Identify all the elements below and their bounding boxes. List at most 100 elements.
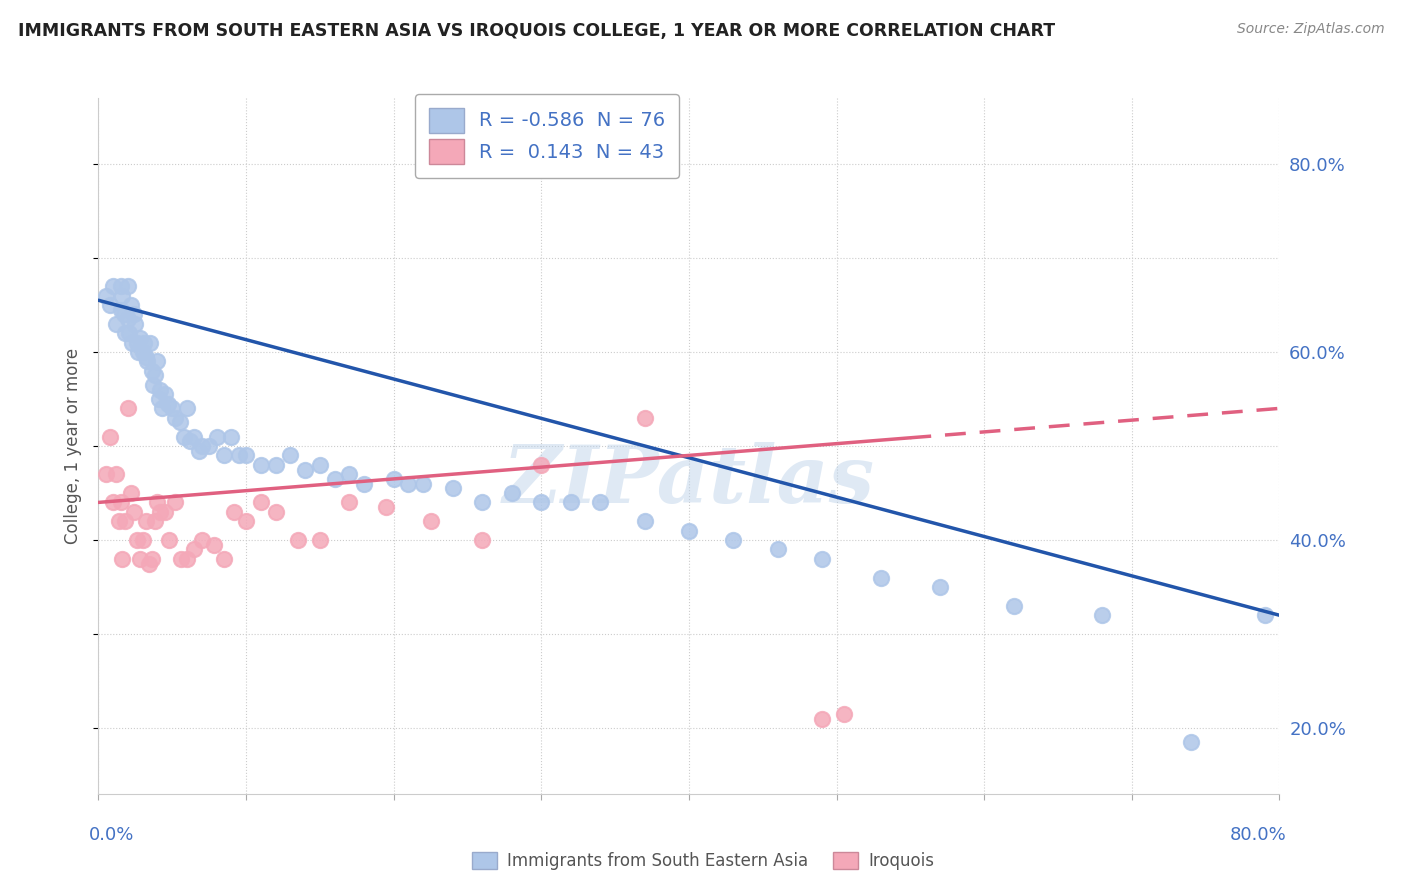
Point	[94, 288, 117, 302]
Point	[1180, 735, 1202, 749]
Point	[1254, 608, 1277, 623]
Point	[250, 458, 273, 472]
Point	[810, 712, 832, 726]
Point	[120, 486, 142, 500]
Point	[1002, 599, 1025, 613]
Text: 80.0%: 80.0%	[1230, 826, 1286, 844]
Point	[235, 514, 257, 528]
Point	[125, 533, 148, 547]
Point	[108, 514, 131, 528]
Point	[309, 533, 332, 547]
Point	[117, 312, 139, 326]
Text: 0.0%: 0.0%	[89, 826, 134, 844]
Point	[235, 449, 257, 463]
Legend: R = -0.586  N = 76, R =  0.143  N = 43: R = -0.586 N = 76, R = 0.143 N = 43	[415, 94, 679, 178]
Point	[138, 557, 160, 571]
Point	[139, 335, 162, 350]
Point	[191, 439, 214, 453]
Point	[122, 307, 145, 321]
Point	[560, 495, 582, 509]
Point	[170, 551, 193, 566]
Point	[117, 279, 139, 293]
Point	[118, 326, 141, 341]
Point	[135, 350, 157, 364]
Point	[212, 449, 235, 463]
Point	[1091, 608, 1114, 623]
Point	[441, 481, 464, 495]
Point	[94, 467, 117, 482]
Point	[382, 472, 405, 486]
Point	[810, 551, 832, 566]
Point	[412, 476, 434, 491]
Point	[287, 533, 309, 547]
Point	[153, 505, 176, 519]
Point	[323, 472, 346, 486]
Point	[176, 551, 198, 566]
Point	[105, 467, 128, 482]
Point	[110, 279, 132, 293]
Point	[589, 495, 612, 509]
Point	[173, 429, 195, 443]
Point	[179, 434, 201, 449]
Text: ZIPatlas: ZIPatlas	[503, 442, 875, 519]
Point	[125, 335, 148, 350]
Point	[309, 458, 332, 472]
Point	[111, 288, 134, 302]
Point	[114, 514, 136, 528]
Point	[135, 514, 157, 528]
Point	[202, 538, 225, 552]
Point	[153, 387, 176, 401]
Point	[183, 542, 205, 557]
Point	[375, 500, 398, 515]
Point	[150, 401, 173, 416]
Point	[122, 505, 145, 519]
Point	[191, 533, 214, 547]
Point	[146, 495, 169, 509]
Point	[127, 345, 149, 359]
Text: IMMIGRANTS FROM SOUTH EASTERN ASIA VS IROQUOIS COLLEGE, 1 YEAR OR MORE CORRELATI: IMMIGRANTS FROM SOUTH EASTERN ASIA VS IR…	[18, 22, 1056, 40]
Point	[103, 495, 125, 509]
Point	[339, 495, 361, 509]
Point	[124, 317, 146, 331]
Point	[110, 302, 132, 317]
Point	[294, 462, 316, 476]
Point	[198, 439, 221, 453]
Point	[143, 368, 166, 383]
Legend: Immigrants from South Eastern Asia, Iroquois: Immigrants from South Eastern Asia, Iroq…	[465, 845, 941, 877]
Point	[121, 335, 143, 350]
Point	[471, 495, 494, 509]
Point	[228, 449, 250, 463]
Point	[832, 706, 855, 721]
Point	[634, 410, 657, 425]
Point	[98, 429, 121, 443]
Point	[280, 449, 302, 463]
Point	[146, 354, 169, 368]
Point	[530, 458, 553, 472]
Point	[187, 443, 209, 458]
Point	[224, 505, 246, 519]
Point	[120, 298, 142, 312]
Point	[169, 416, 191, 430]
Point	[183, 429, 205, 443]
Point	[398, 476, 420, 491]
Point	[634, 514, 657, 528]
Point	[132, 533, 155, 547]
Point	[156, 397, 179, 411]
Point	[98, 298, 121, 312]
Point	[678, 524, 700, 538]
Point	[176, 401, 198, 416]
Point	[766, 542, 789, 557]
Point	[103, 279, 125, 293]
Point	[419, 514, 441, 528]
Point	[221, 429, 243, 443]
Point	[250, 495, 273, 509]
Y-axis label: College, 1 year or more: College, 1 year or more	[65, 348, 83, 544]
Point	[132, 345, 155, 359]
Point	[112, 307, 135, 321]
Point	[117, 401, 139, 416]
Point	[471, 533, 494, 547]
Point	[723, 533, 745, 547]
Point	[143, 514, 166, 528]
Point	[870, 571, 893, 585]
Point	[142, 377, 165, 392]
